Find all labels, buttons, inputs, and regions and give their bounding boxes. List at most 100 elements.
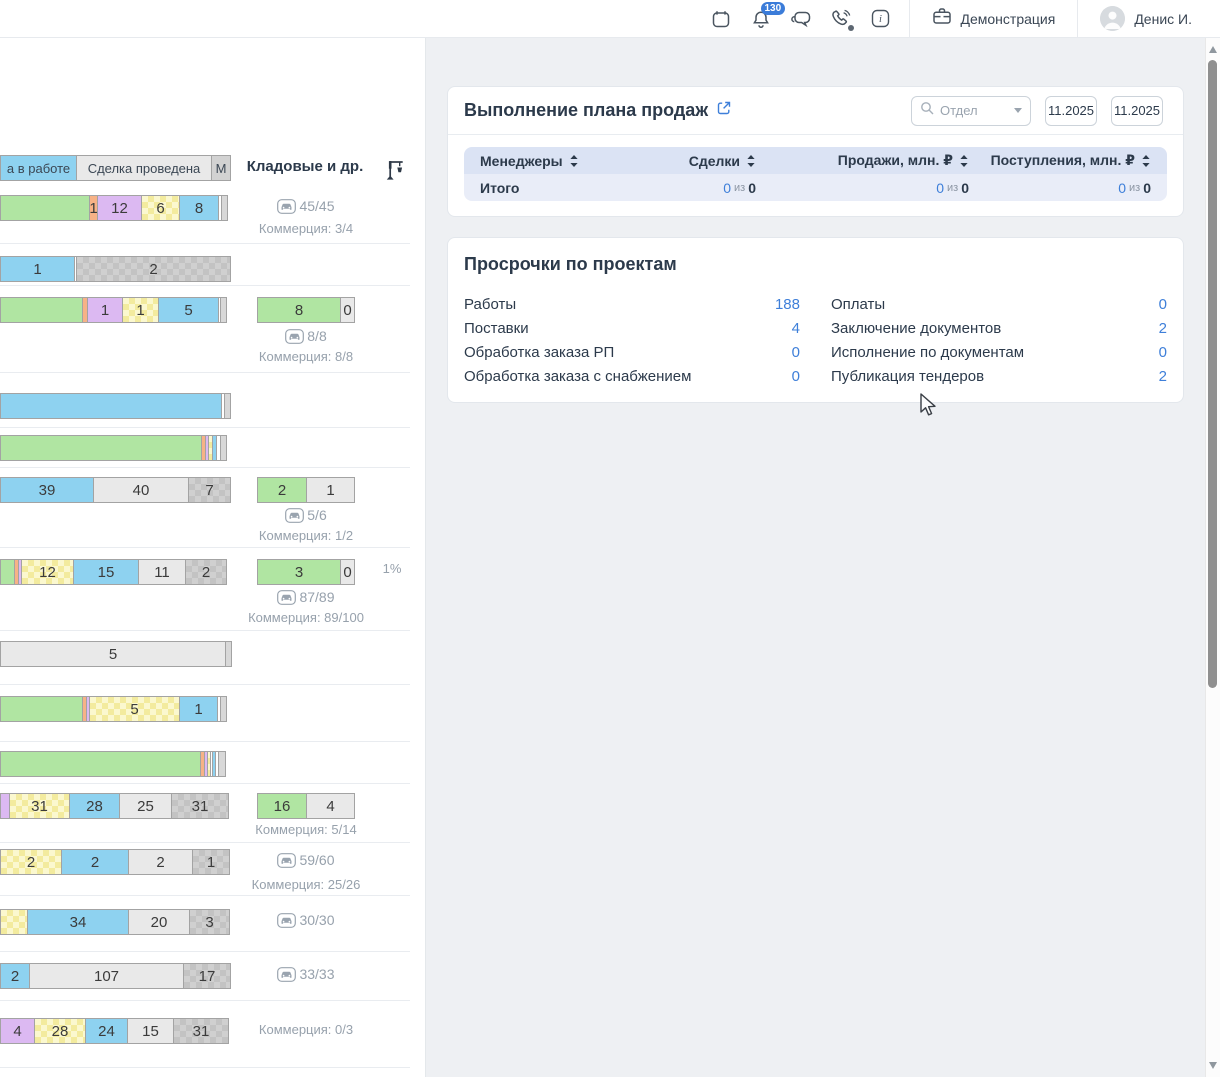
scrollbar-thumb[interactable] bbox=[1208, 60, 1217, 688]
topbar-divider bbox=[1077, 0, 1078, 38]
bar-segment-green[interactable] bbox=[0, 297, 83, 323]
bar-segment-dgray[interactable]: 1 bbox=[192, 849, 230, 875]
mini-bar-segment-lgray[interactable]: 1 bbox=[306, 477, 355, 503]
bar-segment-purple[interactable]: 1 bbox=[87, 297, 123, 323]
mini-bar-segment-green[interactable]: 16 bbox=[257, 793, 307, 819]
bar-segment-purple[interactable]: 12 bbox=[97, 195, 142, 221]
bar-segment-blue[interactable]: 5 bbox=[158, 297, 219, 323]
bar-segment-blue[interactable]: 24 bbox=[85, 1018, 128, 1044]
bar-segment-dgray[interactable]: 31 bbox=[171, 793, 229, 819]
bar-segment-yellow[interactable]: 31 bbox=[9, 793, 70, 819]
bar-segment-dgray[interactable]: 2 bbox=[76, 256, 231, 282]
bar-segment-blue[interactable]: 34 bbox=[27, 909, 129, 935]
bar-segment-lgray[interactable]: 107 bbox=[29, 963, 184, 989]
crane-icon[interactable] bbox=[386, 160, 404, 186]
bar-segment-yellow[interactable]: 6 bbox=[141, 195, 180, 221]
bar-segment-dgray[interactable]: 3 bbox=[189, 909, 230, 935]
bar-segment-dgray[interactable]: 2 bbox=[185, 559, 227, 585]
car-icon bbox=[277, 199, 296, 214]
bar-segment-green[interactable] bbox=[0, 195, 90, 221]
mini-bar-segment-lgray[interactable]: 0 bbox=[340, 297, 355, 323]
bar-segment-yellow[interactable]: 2 bbox=[0, 849, 62, 875]
bar-segment-yellow[interactable]: 12 bbox=[21, 559, 74, 585]
bar-segment-egray[interactable] bbox=[220, 696, 227, 722]
overdue-item-value[interactable]: 0 bbox=[1159, 296, 1167, 313]
mini-bar-segment-lgray[interactable]: 0 bbox=[340, 559, 355, 585]
bar-segment-blue[interactable]: 28 bbox=[69, 793, 120, 819]
bar-segment-yellow[interactable] bbox=[0, 909, 28, 935]
user-menu[interactable]: Денис И. bbox=[1086, 0, 1206, 38]
bar-segment-lgray[interactable]: 25 bbox=[119, 793, 172, 819]
mini-bar-segment-lgray[interactable]: 4 bbox=[306, 793, 355, 819]
row-divider bbox=[0, 1067, 410, 1068]
total-label: Итого bbox=[480, 180, 636, 196]
calendar-icon[interactable] bbox=[701, 0, 741, 38]
column-header-managers[interactable]: Менеджеры bbox=[480, 153, 636, 169]
bar-segment-lgray[interactable]: 20 bbox=[128, 909, 190, 935]
deal-stage-bar: 11268 bbox=[0, 195, 228, 221]
bar-segment-egray[interactable] bbox=[225, 641, 232, 667]
bar-segment-purple[interactable]: 4 bbox=[0, 1018, 35, 1044]
bar-segment-blue[interactable]: 8 bbox=[179, 195, 219, 221]
overdue-item-value[interactable]: 2 bbox=[1159, 320, 1167, 337]
scroll-down-arrow[interactable] bbox=[1209, 1062, 1217, 1069]
overdue-item-value[interactable]: 188 bbox=[775, 296, 800, 313]
bar-segment-blue[interactable] bbox=[0, 393, 222, 419]
bar-segment-blue[interactable]: 2 bbox=[61, 849, 129, 875]
topbar-divider bbox=[909, 0, 910, 38]
bar-segment-yellow[interactable]: 1 bbox=[122, 297, 159, 323]
mini-bar-segment-green[interactable]: 2 bbox=[257, 477, 307, 503]
overdue-item-value[interactable]: 0 bbox=[1159, 344, 1167, 361]
bar-segment-egray[interactable] bbox=[220, 297, 227, 323]
bar-segment-lgray[interactable]: 40 bbox=[93, 477, 189, 503]
bar-segment-dgray[interactable]: 31 bbox=[173, 1018, 229, 1044]
bar-segment-blue[interactable]: 15 bbox=[73, 559, 139, 585]
bar-segment-dgray[interactable]: 17 bbox=[183, 963, 231, 989]
department-select[interactable]: Отдел bbox=[911, 96, 1031, 126]
bar-segment-green[interactable] bbox=[0, 559, 15, 585]
storeroom-mini-bar: 164 bbox=[257, 793, 355, 819]
bar-segment-lgray[interactable]: 5 bbox=[0, 641, 226, 667]
commerce-label: Коммерция: 5/14 bbox=[228, 822, 384, 837]
workspace-switcher[interactable]: Демонстрация bbox=[918, 0, 1070, 38]
bar-segment-blue[interactable]: 1 bbox=[179, 696, 218, 722]
car-icon bbox=[277, 853, 296, 868]
mini-bar-segment-green[interactable]: 3 bbox=[257, 559, 341, 585]
overdue-item-value[interactable]: 0 bbox=[792, 368, 800, 385]
commerce-label: Коммерция: 1/2 bbox=[228, 528, 384, 543]
overdue-item-value[interactable]: 4 bbox=[792, 320, 800, 337]
bar-segment-egray[interactable] bbox=[218, 751, 226, 777]
bar-segment-lgray[interactable]: 11 bbox=[138, 559, 186, 585]
bar-segment-blue[interactable]: 2 bbox=[0, 963, 30, 989]
chat-icon[interactable] bbox=[781, 0, 821, 38]
bar-segment-lgray[interactable]: 2 bbox=[128, 849, 193, 875]
column-header-incomes[interactable]: Поступления, млн. ₽ bbox=[969, 152, 1151, 169]
date-from-input[interactable]: 11.2025 bbox=[1045, 96, 1097, 126]
overdue-item-value[interactable]: 2 bbox=[1159, 368, 1167, 385]
bar-segment-yellow[interactable]: 28 bbox=[34, 1018, 86, 1044]
bar-segment-yellow[interactable]: 5 bbox=[89, 696, 180, 722]
overdue-item-value[interactable]: 0 bbox=[792, 344, 800, 361]
column-header-deals[interactable]: Сделки bbox=[636, 153, 756, 169]
notifications-bell-icon[interactable]: 130 bbox=[741, 0, 781, 38]
bar-segment-green[interactable] bbox=[0, 435, 202, 461]
scroll-up-arrow[interactable] bbox=[1209, 46, 1217, 53]
bar-segment-blue[interactable]: 1 bbox=[0, 256, 75, 282]
bar-segment-egray[interactable] bbox=[224, 393, 231, 419]
column-header-sales[interactable]: Продажи, млн. ₽ bbox=[756, 152, 969, 169]
overdue-card: Просрочки по проектам Работы188Поставки4… bbox=[447, 237, 1184, 403]
car-icon bbox=[277, 967, 296, 982]
bar-segment-blue[interactable]: 39 bbox=[0, 477, 94, 503]
deal-stage-bar: 34203 bbox=[0, 909, 230, 935]
bar-segment-green[interactable] bbox=[0, 751, 201, 777]
bar-segment-dgray[interactable]: 7 bbox=[188, 477, 231, 503]
phone-icon[interactable] bbox=[821, 0, 861, 38]
bar-segment-green[interactable] bbox=[0, 696, 83, 722]
external-link-icon[interactable] bbox=[716, 100, 732, 121]
mini-bar-segment-green[interactable]: 8 bbox=[257, 297, 341, 323]
bar-segment-egray[interactable] bbox=[220, 435, 227, 461]
info-icon[interactable]: i bbox=[861, 0, 901, 38]
date-to-input[interactable]: 11.2025 bbox=[1111, 96, 1163, 126]
bar-segment-egray[interactable] bbox=[221, 195, 228, 221]
bar-segment-lgray[interactable]: 15 bbox=[127, 1018, 174, 1044]
